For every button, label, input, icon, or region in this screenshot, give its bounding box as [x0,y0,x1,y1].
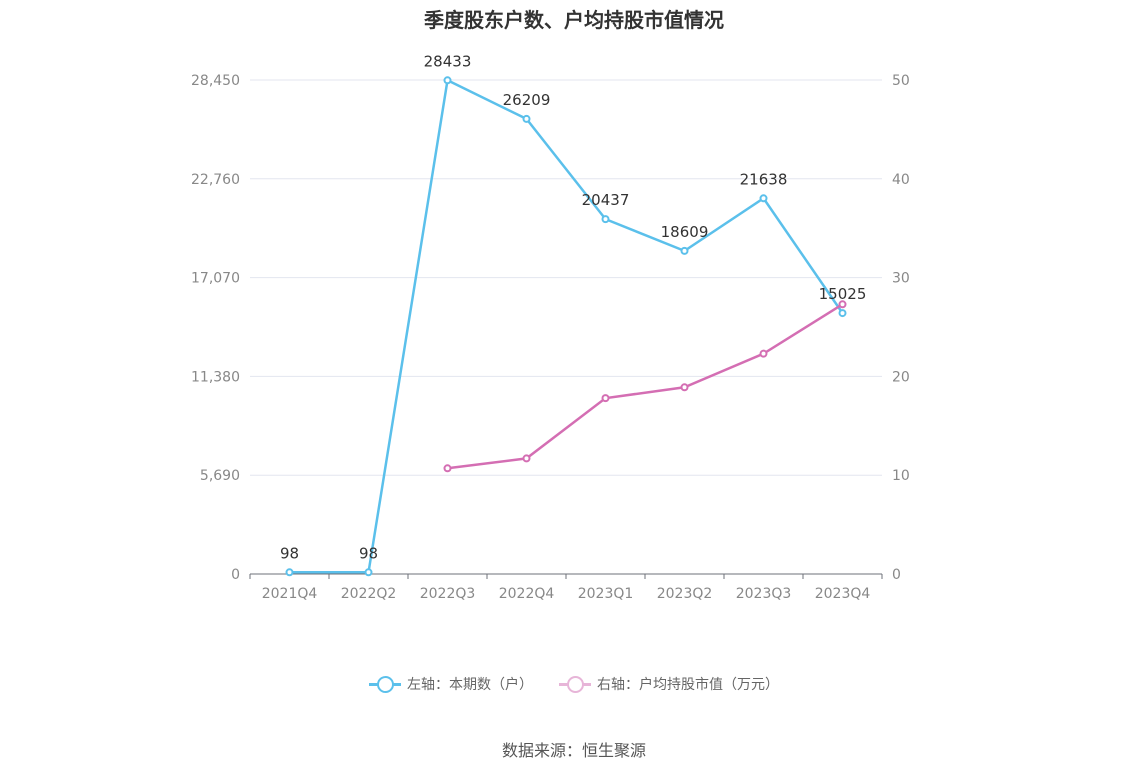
data-label: 98 [359,544,378,562]
series-line-avg-value [447,303,844,470]
x-tick-label: 2022Q4 [499,586,555,602]
legend-marker-avg-value [559,674,591,694]
data-point-avg-value [601,394,610,403]
legend: 左轴：本期数（户） 右轴：户均持股市值（万元） [0,674,1148,694]
data-label: 98 [280,544,299,562]
data-point-avg-value [838,300,847,309]
data-point-avg-value [759,349,768,358]
x-tick-label: 2022Q2 [341,586,397,602]
x-tick-label: 2023Q4 [815,586,871,602]
data-point-households [443,76,452,85]
y-left-tick-label: 17,070 [191,271,240,287]
legend-item-households[interactable]: 左轴：本期数（户） [369,674,533,694]
data-point-households [838,309,847,318]
data-label: 18609 [661,223,709,241]
series-line-households [289,78,844,574]
data-source: 数据来源：恒生聚源 [501,741,646,760]
data-label: 20437 [582,191,630,209]
x-tick-label: 2022Q3 [420,586,476,602]
legend-label-avg-value: 右轴：户均持股市值（万元） [597,677,779,693]
y-left-tick-label: 28,450 [191,73,240,89]
data-point-households [522,114,531,123]
data-label: 15025 [819,285,867,303]
legend-marker-households [369,674,401,694]
data-point-households [601,215,610,224]
legend-item-avg-value[interactable]: 右轴：户均持股市值（万元） [559,674,779,694]
data-point-households [680,246,689,255]
data-point-avg-value [680,383,689,392]
data-point-households [364,568,373,577]
y-right-tick-label: 40 [892,172,910,188]
data-label: 26209 [503,91,551,109]
y-right-tick-label: 30 [892,271,910,287]
y-left-tick-label: 0 [231,567,240,583]
chart-title: 季度股东户数、户均持股市值情况 [424,8,724,32]
y-right-tick-label: 20 [892,369,910,385]
data-label: 28433 [424,52,472,70]
y-right-tick-label: 10 [892,468,910,484]
x-tick-label: 2021Q4 [262,586,318,602]
legend-label-households: 左轴：本期数（户） [407,677,533,693]
data-point-avg-value [522,454,531,463]
y-right-tick-label: 0 [892,567,901,583]
x-tick-label: 2023Q3 [736,586,792,602]
y-left-tick-label: 22,760 [191,172,240,188]
y-left-tick-label: 11,380 [191,369,240,385]
data-point-households [759,194,768,203]
x-tick-label: 2023Q2 [657,586,713,602]
data-point-households [285,568,294,577]
y-left-tick-label: 5,690 [200,468,240,484]
x-tick-label: 2023Q1 [578,586,634,602]
data-point-avg-value [443,464,452,473]
y-right-tick-label: 50 [892,73,910,89]
data-label: 21638 [740,170,788,188]
